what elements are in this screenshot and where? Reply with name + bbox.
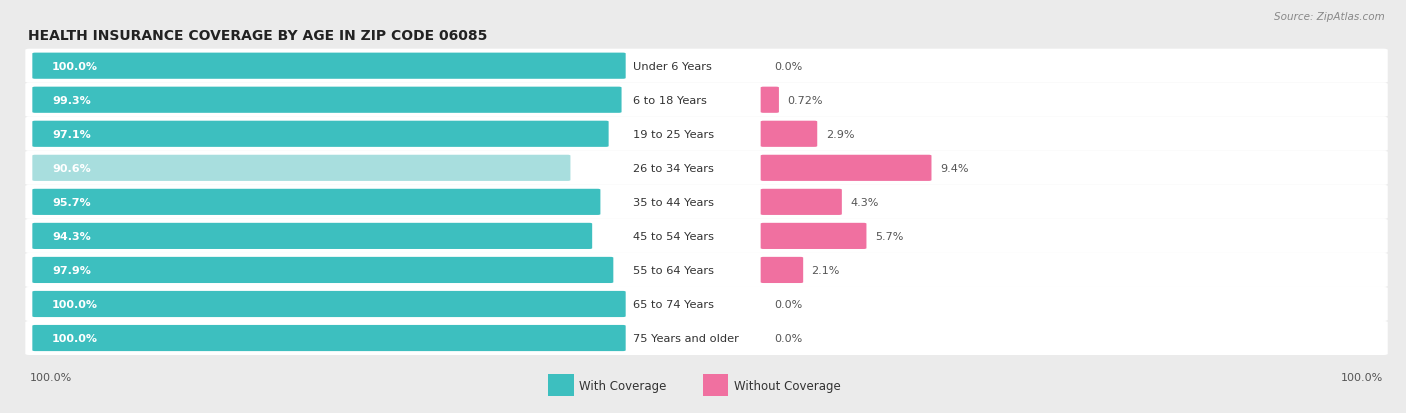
Text: 65 to 74 Years: 65 to 74 Years — [633, 299, 714, 309]
Text: 4.3%: 4.3% — [851, 197, 879, 207]
Text: Source: ZipAtlas.com: Source: ZipAtlas.com — [1274, 12, 1385, 22]
Text: 26 to 34 Years: 26 to 34 Years — [633, 164, 714, 173]
Text: 55 to 64 Years: 55 to 64 Years — [633, 265, 714, 275]
Text: 0.0%: 0.0% — [775, 299, 803, 309]
Text: With Coverage: With Coverage — [579, 379, 666, 392]
Text: 97.9%: 97.9% — [52, 265, 91, 275]
Text: 100.0%: 100.0% — [30, 372, 72, 382]
Text: 6 to 18 Years: 6 to 18 Years — [633, 95, 707, 105]
Text: 9.4%: 9.4% — [941, 164, 969, 173]
Text: Without Coverage: Without Coverage — [734, 379, 841, 392]
Text: 100.0%: 100.0% — [1341, 372, 1384, 382]
Text: 2.9%: 2.9% — [825, 129, 855, 140]
Text: 100.0%: 100.0% — [52, 333, 98, 343]
Text: 94.3%: 94.3% — [52, 231, 91, 241]
Text: 95.7%: 95.7% — [52, 197, 90, 207]
Text: 0.72%: 0.72% — [787, 95, 823, 105]
Text: 19 to 25 Years: 19 to 25 Years — [633, 129, 714, 140]
Text: 45 to 54 Years: 45 to 54 Years — [633, 231, 714, 241]
Text: 97.1%: 97.1% — [52, 129, 91, 140]
Text: 100.0%: 100.0% — [52, 62, 98, 71]
Text: 99.3%: 99.3% — [52, 95, 91, 105]
Text: 35 to 44 Years: 35 to 44 Years — [633, 197, 714, 207]
Text: 2.1%: 2.1% — [811, 265, 839, 275]
Text: 0.0%: 0.0% — [775, 62, 803, 71]
Text: 100.0%: 100.0% — [52, 299, 98, 309]
Text: 75 Years and older: 75 Years and older — [633, 333, 738, 343]
Text: 5.7%: 5.7% — [875, 231, 903, 241]
Text: 0.0%: 0.0% — [775, 333, 803, 343]
Text: Under 6 Years: Under 6 Years — [633, 62, 711, 71]
Text: HEALTH INSURANCE COVERAGE BY AGE IN ZIP CODE 06085: HEALTH INSURANCE COVERAGE BY AGE IN ZIP … — [28, 29, 488, 43]
Text: 90.6%: 90.6% — [52, 164, 91, 173]
